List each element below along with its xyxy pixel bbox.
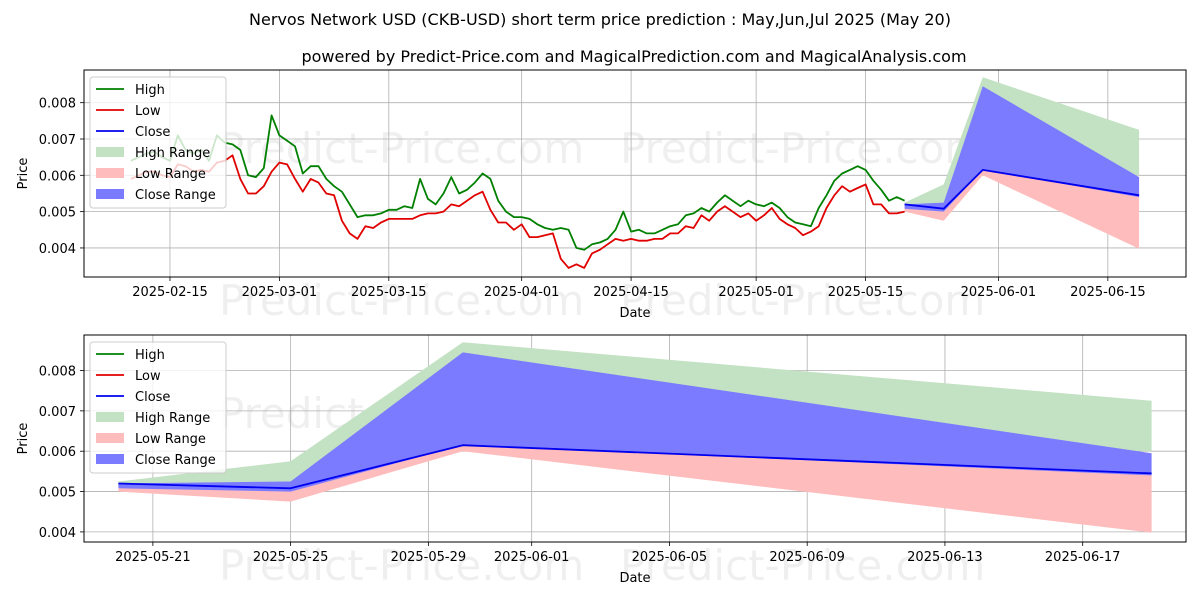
watermark-text: Predict-Price.com <box>219 541 584 590</box>
legend-close-label: Close <box>135 125 170 140</box>
legend-close-range-label: Close Range <box>135 188 216 203</box>
y-tick-label: 0.005 <box>39 486 76 501</box>
chart-title: Nervos Network USD (CKB-USD) short term … <box>249 10 951 29</box>
watermark-text: Predict-Price.com <box>620 276 985 325</box>
watermark-text: Predict-Price.com <box>219 276 584 325</box>
y-tick-label: 0.004 <box>39 526 76 541</box>
y-tick-label: 0.008 <box>39 365 76 380</box>
y-tick-label: 0.006 <box>39 445 76 460</box>
legend-high-label: High <box>135 83 165 98</box>
x-tick-label: 2025-06-13 <box>907 550 983 565</box>
close-prediction-line <box>118 444 1152 490</box>
x-tick-label: 2025-06-05 <box>632 550 708 565</box>
legend: High Low Close High Range Low Range Close Ran… <box>89 76 227 209</box>
x-tick-label: 2025-03-15 <box>351 285 427 300</box>
watermark-text: Predict-Price.com <box>620 124 985 173</box>
close-range-band <box>904 86 1140 212</box>
low-price-line <box>130 154 905 269</box>
legend-close-range-label: Close Range <box>135 453 216 468</box>
watermark-text: Predict-Price.com <box>620 541 985 590</box>
legend-low-range-label: Low Range <box>135 432 206 447</box>
x-tick-label: 2025-04-01 <box>484 285 560 300</box>
legend-low-range-label: Low Range <box>135 167 206 182</box>
x-tick-label: 2025-02-15 <box>132 285 208 300</box>
legend-low-label: Low <box>135 369 161 384</box>
legend: High Low Close High Range Low Range Close Ran… <box>89 341 227 474</box>
legend-high-range-label: High Range <box>135 411 210 426</box>
legend-high-range-label: High Range <box>135 146 210 161</box>
x-tick-label: 2025-05-21 <box>115 550 191 565</box>
y-tick-label: 0.007 <box>39 405 76 420</box>
y-tick-label: 0.005 <box>39 206 76 221</box>
y-tick-label: 0.007 <box>39 133 76 148</box>
x-tick-label: 2025-06-09 <box>769 550 845 565</box>
plot-frame <box>83 69 1187 278</box>
x-tick-label: 2025-06-01 <box>961 285 1037 300</box>
close-range-band <box>118 352 1152 492</box>
x-tick-label: 2025-05-25 <box>253 550 329 565</box>
legend-close-label: Close <box>135 390 170 405</box>
x-tick-label: 2025-05-01 <box>718 285 794 300</box>
high-price-line <box>130 114 905 251</box>
x-tick-label: 2025-05-15 <box>828 285 904 300</box>
x-axis-label: Date <box>619 306 650 321</box>
legend-high-range-swatch <box>96 412 124 422</box>
legend-low-label: Low <box>135 104 161 119</box>
y-tick-label: 0.008 <box>39 97 76 112</box>
x-tick-label: 2025-06-01 <box>494 550 570 565</box>
legend-close-range-swatch <box>96 454 124 464</box>
x-tick-label: 2025-06-17 <box>1045 550 1121 565</box>
chart-subtitle: powered by Predict-Price.com and Magical… <box>301 47 966 66</box>
close-prediction-line <box>904 168 1140 210</box>
y-axis-label: Price <box>16 158 31 190</box>
bottom-chart-panel: Predict-Price.comPredict-Price.comPredic… <box>16 334 1187 590</box>
x-tick-label: 2025-03-01 <box>242 285 318 300</box>
x-tick-label: 2025-04-15 <box>593 285 669 300</box>
x-tick-label: 2025-05-29 <box>391 550 467 565</box>
plot-frame <box>83 334 1187 543</box>
legend-high-range-swatch <box>96 147 124 157</box>
y-axis-label: Price <box>16 423 31 455</box>
y-tick-label: 0.006 <box>39 169 76 184</box>
y-tick-label: 0.004 <box>39 242 76 257</box>
legend-close-range-swatch <box>96 189 124 199</box>
legend-low-range-swatch <box>96 433 124 443</box>
legend-low-range-swatch <box>96 168 124 178</box>
watermark-text: Predict-Price.com <box>219 124 584 173</box>
legend-high-label: High <box>135 348 165 363</box>
top-chart-panel: Predict-Price.com Predict-Price.com Predic… <box>16 69 1187 325</box>
x-tick-label: 2025-06-15 <box>1070 285 1146 300</box>
x-axis-label: Date <box>619 571 650 586</box>
